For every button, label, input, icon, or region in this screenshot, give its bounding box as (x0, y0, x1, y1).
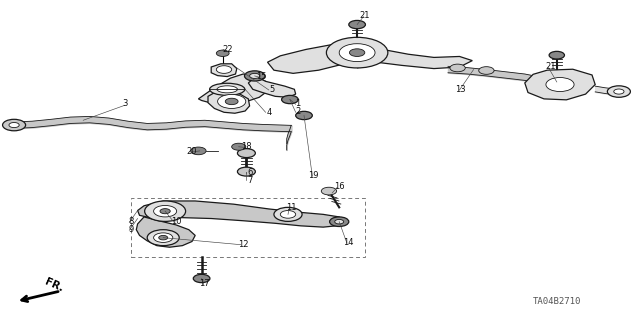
Text: 21: 21 (360, 11, 370, 20)
Circle shape (244, 71, 265, 81)
Circle shape (339, 44, 375, 62)
Circle shape (191, 147, 206, 155)
Text: 20: 20 (187, 147, 197, 156)
Text: 22: 22 (222, 45, 232, 54)
Polygon shape (138, 201, 342, 227)
Polygon shape (268, 45, 383, 73)
Text: 14: 14 (344, 238, 354, 247)
Text: 17: 17 (200, 279, 210, 288)
Circle shape (326, 37, 388, 68)
Polygon shape (357, 49, 472, 69)
Text: 19: 19 (308, 171, 319, 180)
Circle shape (225, 98, 238, 105)
Circle shape (296, 111, 312, 120)
Circle shape (193, 274, 210, 283)
Ellipse shape (217, 86, 237, 93)
Circle shape (335, 219, 344, 224)
Circle shape (154, 205, 177, 217)
Circle shape (9, 122, 19, 128)
Text: 2: 2 (295, 107, 300, 116)
Polygon shape (136, 217, 195, 247)
Circle shape (349, 20, 365, 29)
Text: 6: 6 (247, 168, 252, 177)
Circle shape (321, 187, 337, 195)
Text: 7: 7 (247, 176, 252, 185)
Text: 8: 8 (129, 217, 134, 226)
Circle shape (607, 86, 630, 97)
Circle shape (282, 95, 298, 104)
Text: 13: 13 (456, 85, 466, 94)
Circle shape (3, 119, 26, 131)
Circle shape (549, 51, 564, 59)
Circle shape (159, 235, 168, 240)
Text: 5: 5 (269, 85, 275, 94)
Circle shape (237, 167, 255, 176)
Circle shape (450, 64, 465, 72)
Text: 16: 16 (334, 182, 344, 191)
Text: 12: 12 (238, 240, 248, 249)
Circle shape (330, 217, 349, 226)
Circle shape (160, 209, 170, 214)
Circle shape (479, 67, 494, 74)
Text: 18: 18 (241, 142, 252, 151)
Polygon shape (208, 90, 250, 113)
Circle shape (147, 230, 179, 246)
Circle shape (237, 149, 255, 158)
Circle shape (216, 66, 232, 73)
Circle shape (250, 73, 260, 78)
Text: 3: 3 (122, 99, 127, 108)
Text: 21: 21 (545, 63, 556, 71)
Polygon shape (525, 69, 595, 100)
Circle shape (154, 233, 173, 242)
Text: 15: 15 (256, 72, 266, 81)
Circle shape (280, 211, 296, 218)
Text: FR.: FR. (44, 277, 65, 293)
Polygon shape (198, 74, 268, 104)
Text: 9: 9 (129, 225, 134, 234)
Circle shape (218, 94, 246, 108)
Circle shape (614, 89, 624, 94)
Polygon shape (248, 77, 296, 97)
Circle shape (216, 50, 229, 56)
Polygon shape (211, 64, 237, 77)
Text: 10: 10 (171, 217, 181, 226)
Text: 1: 1 (295, 99, 300, 108)
Text: TA04B2710: TA04B2710 (532, 297, 581, 306)
Circle shape (145, 201, 186, 221)
Circle shape (232, 143, 246, 150)
Ellipse shape (210, 83, 244, 95)
Circle shape (274, 207, 302, 221)
Text: 11: 11 (286, 203, 296, 212)
Circle shape (349, 49, 365, 56)
Text: 4: 4 (266, 108, 271, 117)
Circle shape (546, 78, 574, 92)
